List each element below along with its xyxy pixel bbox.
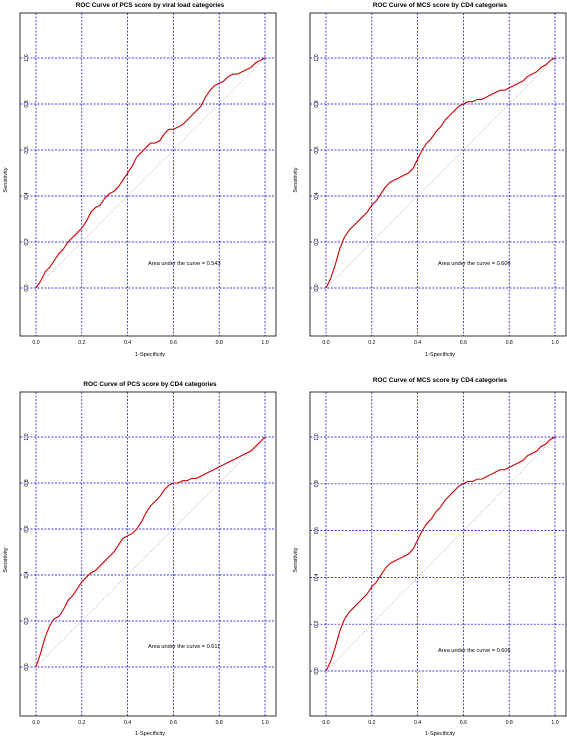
- auc-annotation: Area under the curve = 0.543: [148, 261, 221, 267]
- plot-area: 0.0 0.2 0.4 0.6 0.8 1.0 0.0 0.2 0.4 0.6 0.8 1.0: [309, 12, 567, 346]
- x-tick-label: 1.0: [551, 340, 558, 346]
- auc-annotation: Area under the curve = 0.611: [148, 644, 220, 650]
- x-tick-label: 0.8: [216, 340, 223, 346]
- y-axis-label: Sensitivity: [3, 547, 9, 572]
- plot-area: 0.0 0.2 0.4 0.6 0.8 1.0 0.0 0.2 0.4 0.6 0.8 1.0: [19, 12, 277, 346]
- y-tick-label: 0.0: [314, 284, 320, 291]
- auc-annotation: Area under the curve = 0.606: [438, 261, 511, 267]
- plot-frame: [309, 12, 567, 337]
- y-tick-label: 0.4: [314, 192, 320, 199]
- y-tick-label: 0.6: [24, 146, 30, 153]
- x-axis-label: 1-Specificity: [425, 731, 455, 737]
- x-tick-label: 1.0: [261, 720, 268, 726]
- x-tick-label: 0.4: [414, 340, 421, 346]
- x-tick-label: 0.6: [170, 720, 177, 726]
- x-tick-label: 0.4: [124, 340, 131, 346]
- roc-chart-1: 0.0 0.2 0.4 0.6 0.8 1.0 0.0 0.2 0.4 0.6 0.8 1.0 ROC…: [3, 2, 277, 358]
- x-tick-label: 0.4: [124, 720, 131, 726]
- roc-panel-1: 0.0 0.2 0.4 0.6 0.8 1.0 0.0 0.2 0.4 0.6 0.8 1.0 ROC…: [0, 0, 290, 370]
- x-tick-label: 0.6: [460, 720, 467, 726]
- y-axis-label: Sensitivity: [3, 167, 9, 192]
- plot-frame: [19, 391, 277, 717]
- x-tick-label: 0.2: [368, 340, 375, 346]
- y-tick-label: 0.8: [314, 480, 320, 487]
- x-axis-label: 1-Specificity: [425, 352, 455, 358]
- x-tick-label: 0.0: [322, 720, 329, 726]
- diagonal-reference-line: [325, 436, 556, 672]
- y-tick-label: 0.0: [314, 667, 320, 674]
- x-tick-label: 0.0: [32, 340, 39, 346]
- roc-chart-4: 0.0 0.2 0.4 0.6 0.8 1.0 0.0 0.2 0.4 0.6 0.8 1.0 ROC…: [293, 377, 567, 737]
- x-tick-label: 0.8: [506, 720, 513, 726]
- y-tick-label: 0.2: [24, 238, 30, 245]
- y-tick-label: 0.6: [314, 146, 320, 153]
- x-axis-label: 1-Specificity: [135, 731, 165, 737]
- roc-curve-line: [325, 436, 556, 672]
- x-tick-label: 0.2: [78, 720, 85, 726]
- x-tick-label: 0.6: [460, 340, 467, 346]
- roc-curve-line: [35, 57, 266, 289]
- chart-title: ROC Curve of MCS score by CD4 categories: [373, 2, 508, 9]
- roc-curve-line: [35, 436, 266, 668]
- y-tick-label: 0.8: [24, 100, 30, 107]
- x-tick-label: 0.8: [216, 720, 223, 726]
- auc-annotation: Area under the curve = 0.606: [438, 648, 511, 654]
- y-tick-label: 1.0: [24, 54, 30, 61]
- roc-panel-4: 0.0 0.2 0.4 0.6 0.8 1.0 0.0 0.2 0.4 0.6 0.8 1.0 ROC…: [290, 370, 567, 740]
- y-tick-label: 0.8: [314, 100, 320, 107]
- diagonal-reference-line: [35, 57, 266, 289]
- x-tick-label: 0.8: [506, 340, 513, 346]
- plot-frame: [19, 12, 277, 337]
- y-tick-label: 0.6: [24, 525, 30, 532]
- y-axis-label: Sensitivity: [293, 167, 299, 192]
- plot-area: 0.0 0.2 0.4 0.6 0.8 1.0 0.0 0.2 0.4 0.6 0.8 1.0: [309, 391, 567, 726]
- x-tick-label: 0.0: [32, 720, 39, 726]
- y-tick-label: 0.0: [24, 663, 30, 670]
- plot-area: 0.0 0.2 0.4 0.6 0.8 1.0 0.0 0.2 0.4 0.6 0.8 1.0: [19, 391, 277, 726]
- roc-chart-3: 0.0 0.2 0.4 0.6 0.8 1.0 0.0 0.2 0.4 0.6 0.8 1.0 ROC…: [3, 381, 277, 737]
- roc-panel-3: 0.0 0.2 0.4 0.6 0.8 1.0 0.0 0.2 0.4 0.6 0.8 1.0 ROC…: [0, 370, 290, 740]
- x-tick-label: 0.0: [322, 340, 329, 346]
- roc-chart-2: 0.0 0.2 0.4 0.6 0.8 1.0 0.0 0.2 0.4 0.6 0.8 1.0 ROC…: [293, 2, 567, 358]
- y-tick-label: 0.0: [24, 284, 30, 291]
- chart-title: ROC Curve of MCS score by CD4 categories: [373, 377, 508, 384]
- y-tick-label: 0.4: [24, 192, 30, 199]
- roc-panel-2: 0.0 0.2 0.4 0.6 0.8 1.0 0.0 0.2 0.4 0.6 0.8 1.0 ROC…: [290, 0, 567, 370]
- y-tick-label: 0.6: [314, 527, 320, 534]
- x-tick-label: 1.0: [261, 340, 268, 346]
- x-tick-label: 1.0: [551, 720, 558, 726]
- diagonal-reference-line: [35, 436, 266, 668]
- chart-title: ROC Curve of PCS score by viral load cat…: [76, 2, 225, 9]
- chart-title: ROC Curve of PCS score by CD4 categories: [83, 381, 217, 388]
- x-tick-label: 0.2: [368, 720, 375, 726]
- x-tick-label: 0.6: [170, 340, 177, 346]
- y-tick-label: 1.0: [314, 54, 320, 61]
- x-tick-label: 0.2: [78, 340, 85, 346]
- y-tick-label: 0.2: [314, 238, 320, 245]
- roc-curve-line: [325, 57, 556, 289]
- x-tick-label: 0.4: [414, 720, 421, 726]
- plot-frame: [309, 391, 567, 717]
- x-axis-label: 1-Specificity: [135, 352, 165, 358]
- y-axis-label: Sensitivity: [293, 547, 299, 572]
- y-tick-label: 0.2: [24, 617, 30, 624]
- y-tick-label: 1.0: [314, 433, 320, 440]
- y-tick-label: 0.2: [314, 620, 320, 627]
- y-tick-label: 0.8: [24, 479, 30, 486]
- diagonal-reference-line: [325, 57, 556, 289]
- y-tick-label: 0.4: [314, 574, 320, 581]
- y-tick-label: 0.4: [24, 571, 30, 578]
- y-tick-label: 1.0: [24, 433, 30, 440]
